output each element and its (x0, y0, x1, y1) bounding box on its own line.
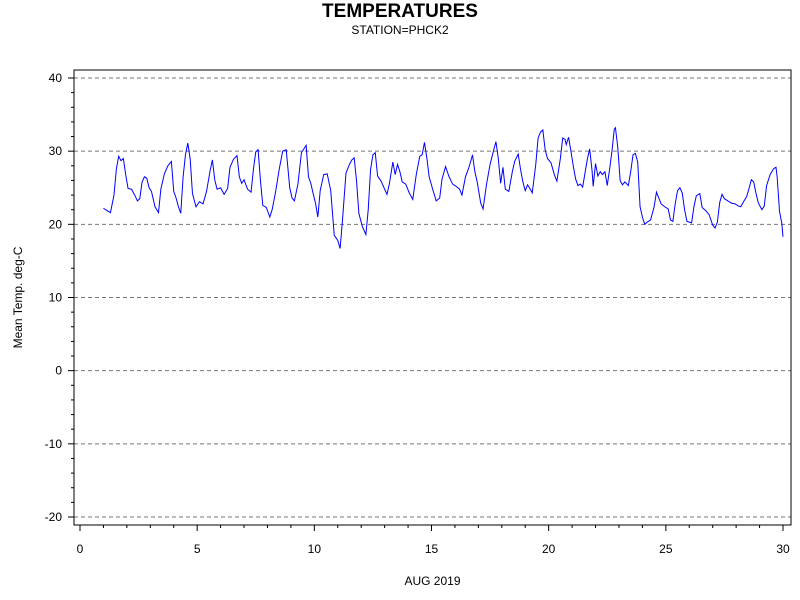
x-axis: 0 5 10 15 20 25 30 (77, 525, 790, 556)
y-tick-label: 10 (49, 291, 63, 305)
y-axis-label: Mean Temp. deg-C (11, 246, 25, 348)
y-tick-label: 30 (49, 144, 63, 158)
x-tick-label: 15 (425, 542, 439, 556)
x-tick-label: 0 (77, 542, 84, 556)
x-axis-label: AUG 2019 (404, 574, 460, 588)
series-line-mean-temp (103, 126, 784, 249)
y-tick-label: 40 (49, 71, 63, 85)
y-tick-label: 0 (55, 364, 62, 378)
y-minor-ticks (71, 92, 74, 503)
x-tick-label: 5 (194, 542, 201, 556)
gridlines (74, 77, 791, 518)
y-tick-label: -20 (45, 510, 63, 524)
chart-subtitle: STATION=PHCK2 (351, 23, 449, 37)
x-tick-label: 30 (776, 542, 790, 556)
x-tick-label: 25 (659, 542, 673, 556)
chart-title: TEMPERATURES (322, 1, 478, 22)
x-tick-label: 20 (542, 542, 556, 556)
x-tick-label: 10 (308, 542, 322, 556)
y-tick-label: 20 (49, 217, 63, 231)
x-minor-ticks (102, 525, 761, 528)
y-axis: -20 -10 0 10 20 30 40 (45, 71, 74, 524)
y-tick-label: -10 (45, 437, 63, 451)
